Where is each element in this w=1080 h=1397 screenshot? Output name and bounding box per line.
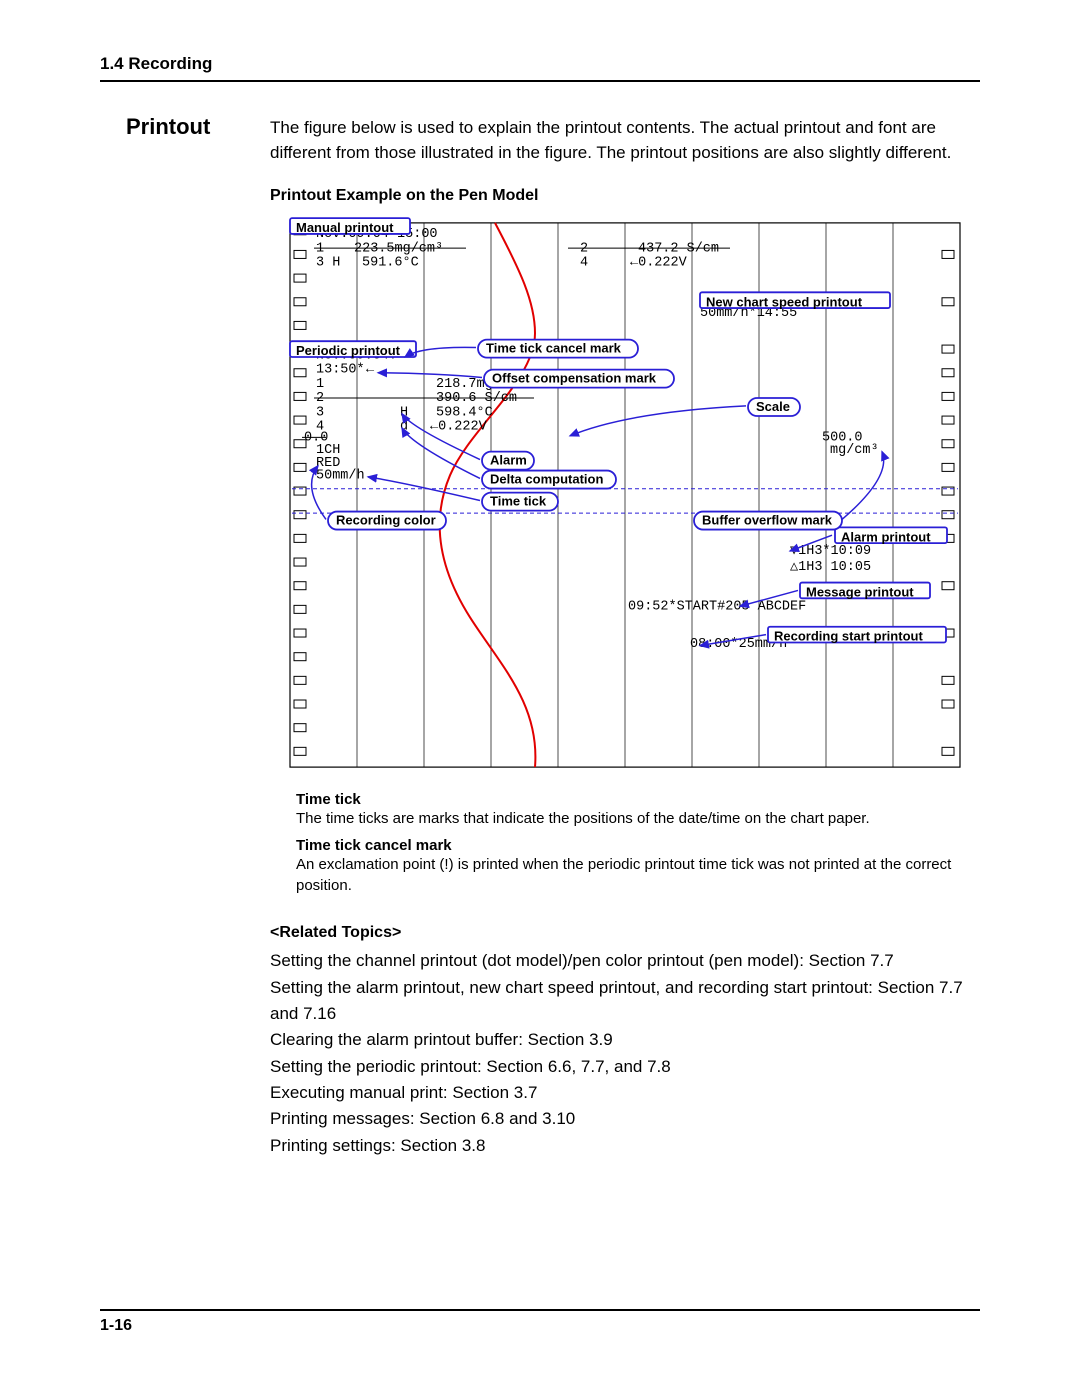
svg-text:4: 4 [580, 256, 588, 271]
related-line: Setting the periodic printout: Section 6… [270, 1054, 980, 1080]
svg-text:←0.222V: ←0.222V [430, 420, 488, 435]
section-header: 1.4 Recording [100, 54, 980, 74]
figure-svg: Nov.09.04 15:001223.5mg/cm³2437.2 S/cm3 … [270, 215, 970, 775]
svg-text:13:50*: 13:50* [316, 363, 365, 378]
svg-text:390.6 S/cm: 390.6 S/cm [436, 391, 517, 406]
related-line: Printing messages: Section 6.8 and 3.10 [270, 1106, 980, 1132]
svg-text:1: 1 [316, 377, 324, 392]
svg-text:3 H: 3 H [316, 256, 340, 271]
svg-text:Scale: Scale [756, 399, 790, 414]
svg-text:H: H [400, 406, 408, 421]
intro-paragraph: The figure below is used to explain the … [270, 116, 980, 165]
svg-text:Delta computation: Delta computation [490, 472, 603, 487]
svg-text:3: 3 [316, 406, 324, 421]
svg-text:Time tick: Time tick [490, 494, 547, 509]
printout-figure: Nov.09.04 15:001223.5mg/cm³2437.2 S/cm3 … [270, 215, 980, 775]
svg-text:1: 1 [316, 242, 324, 257]
example-heading: Printout Example on the Pen Model [270, 187, 980, 205]
svg-text:Alarm: Alarm [490, 453, 527, 468]
svg-text:Periodic printout: Periodic printout [296, 343, 401, 358]
related-body: Setting the channel printout (dot model)… [270, 948, 980, 1159]
svg-text:Buffer overflow mark: Buffer overflow mark [702, 513, 833, 528]
related-line: Clearing the alarm printout buffer: Sect… [270, 1027, 980, 1053]
footnote-1-title: Time tick [296, 791, 980, 808]
svg-text:50mm/h: 50mm/h [316, 469, 365, 484]
svg-text:591.6°C: 591.6°C [362, 256, 419, 271]
page-number: 1-16 [100, 1317, 980, 1335]
svg-text:223.5mg/cm³: 223.5mg/cm³ [354, 242, 443, 257]
svg-text:Alarm printout: Alarm printout [841, 530, 931, 545]
footnote-1-body: The time ticks are marks that indicate t… [296, 808, 976, 829]
svg-text:Message printout: Message printout [806, 585, 914, 600]
svg-text:New chart speed printout: New chart speed printout [706, 295, 863, 310]
svg-text:←0.222V: ←0.222V [630, 256, 688, 271]
svg-text:2: 2 [580, 242, 588, 257]
svg-text:2: 2 [316, 391, 324, 406]
svg-text:09:52*START#205 ABCDEF: 09:52*START#205 ABCDEF [628, 600, 806, 615]
svg-text:△1H3 10:05: △1H3 10:05 [790, 560, 871, 575]
page: 1.4 Recording Printout The figure below … [0, 0, 1080, 1397]
svg-text:Time tick cancel mark: Time tick cancel mark [486, 341, 622, 356]
related-line: Printing settings: Section 3.8 [270, 1133, 980, 1159]
svg-text:598.4°C: 598.4°C [436, 406, 493, 421]
related-line: Executing manual print: Section 3.7 [270, 1080, 980, 1106]
related-line: Setting the channel printout (dot model)… [270, 948, 980, 974]
footer-rule [100, 1309, 980, 1311]
svg-text:437.2 S/cm: 437.2 S/cm [638, 242, 719, 257]
svg-text:Manual printout: Manual printout [296, 220, 394, 235]
svg-text:Recording color: Recording color [336, 513, 436, 528]
header-rule [100, 80, 980, 82]
svg-text:←: ← [366, 363, 375, 378]
svg-text:mg/cm³: mg/cm³ [830, 443, 879, 458]
related-heading: <Related Topics> [270, 924, 980, 942]
footnote-2-title: Time tick cancel mark [296, 837, 980, 854]
svg-text:Offset compensation mark: Offset compensation mark [492, 371, 657, 386]
related-line: Setting the alarm printout, new chart sp… [270, 975, 980, 1028]
svg-text:Recording start printout: Recording start printout [774, 629, 923, 644]
svg-text:d: d [400, 420, 408, 435]
footnote-2-body: An exclamation point (!) is printed when… [296, 854, 976, 896]
